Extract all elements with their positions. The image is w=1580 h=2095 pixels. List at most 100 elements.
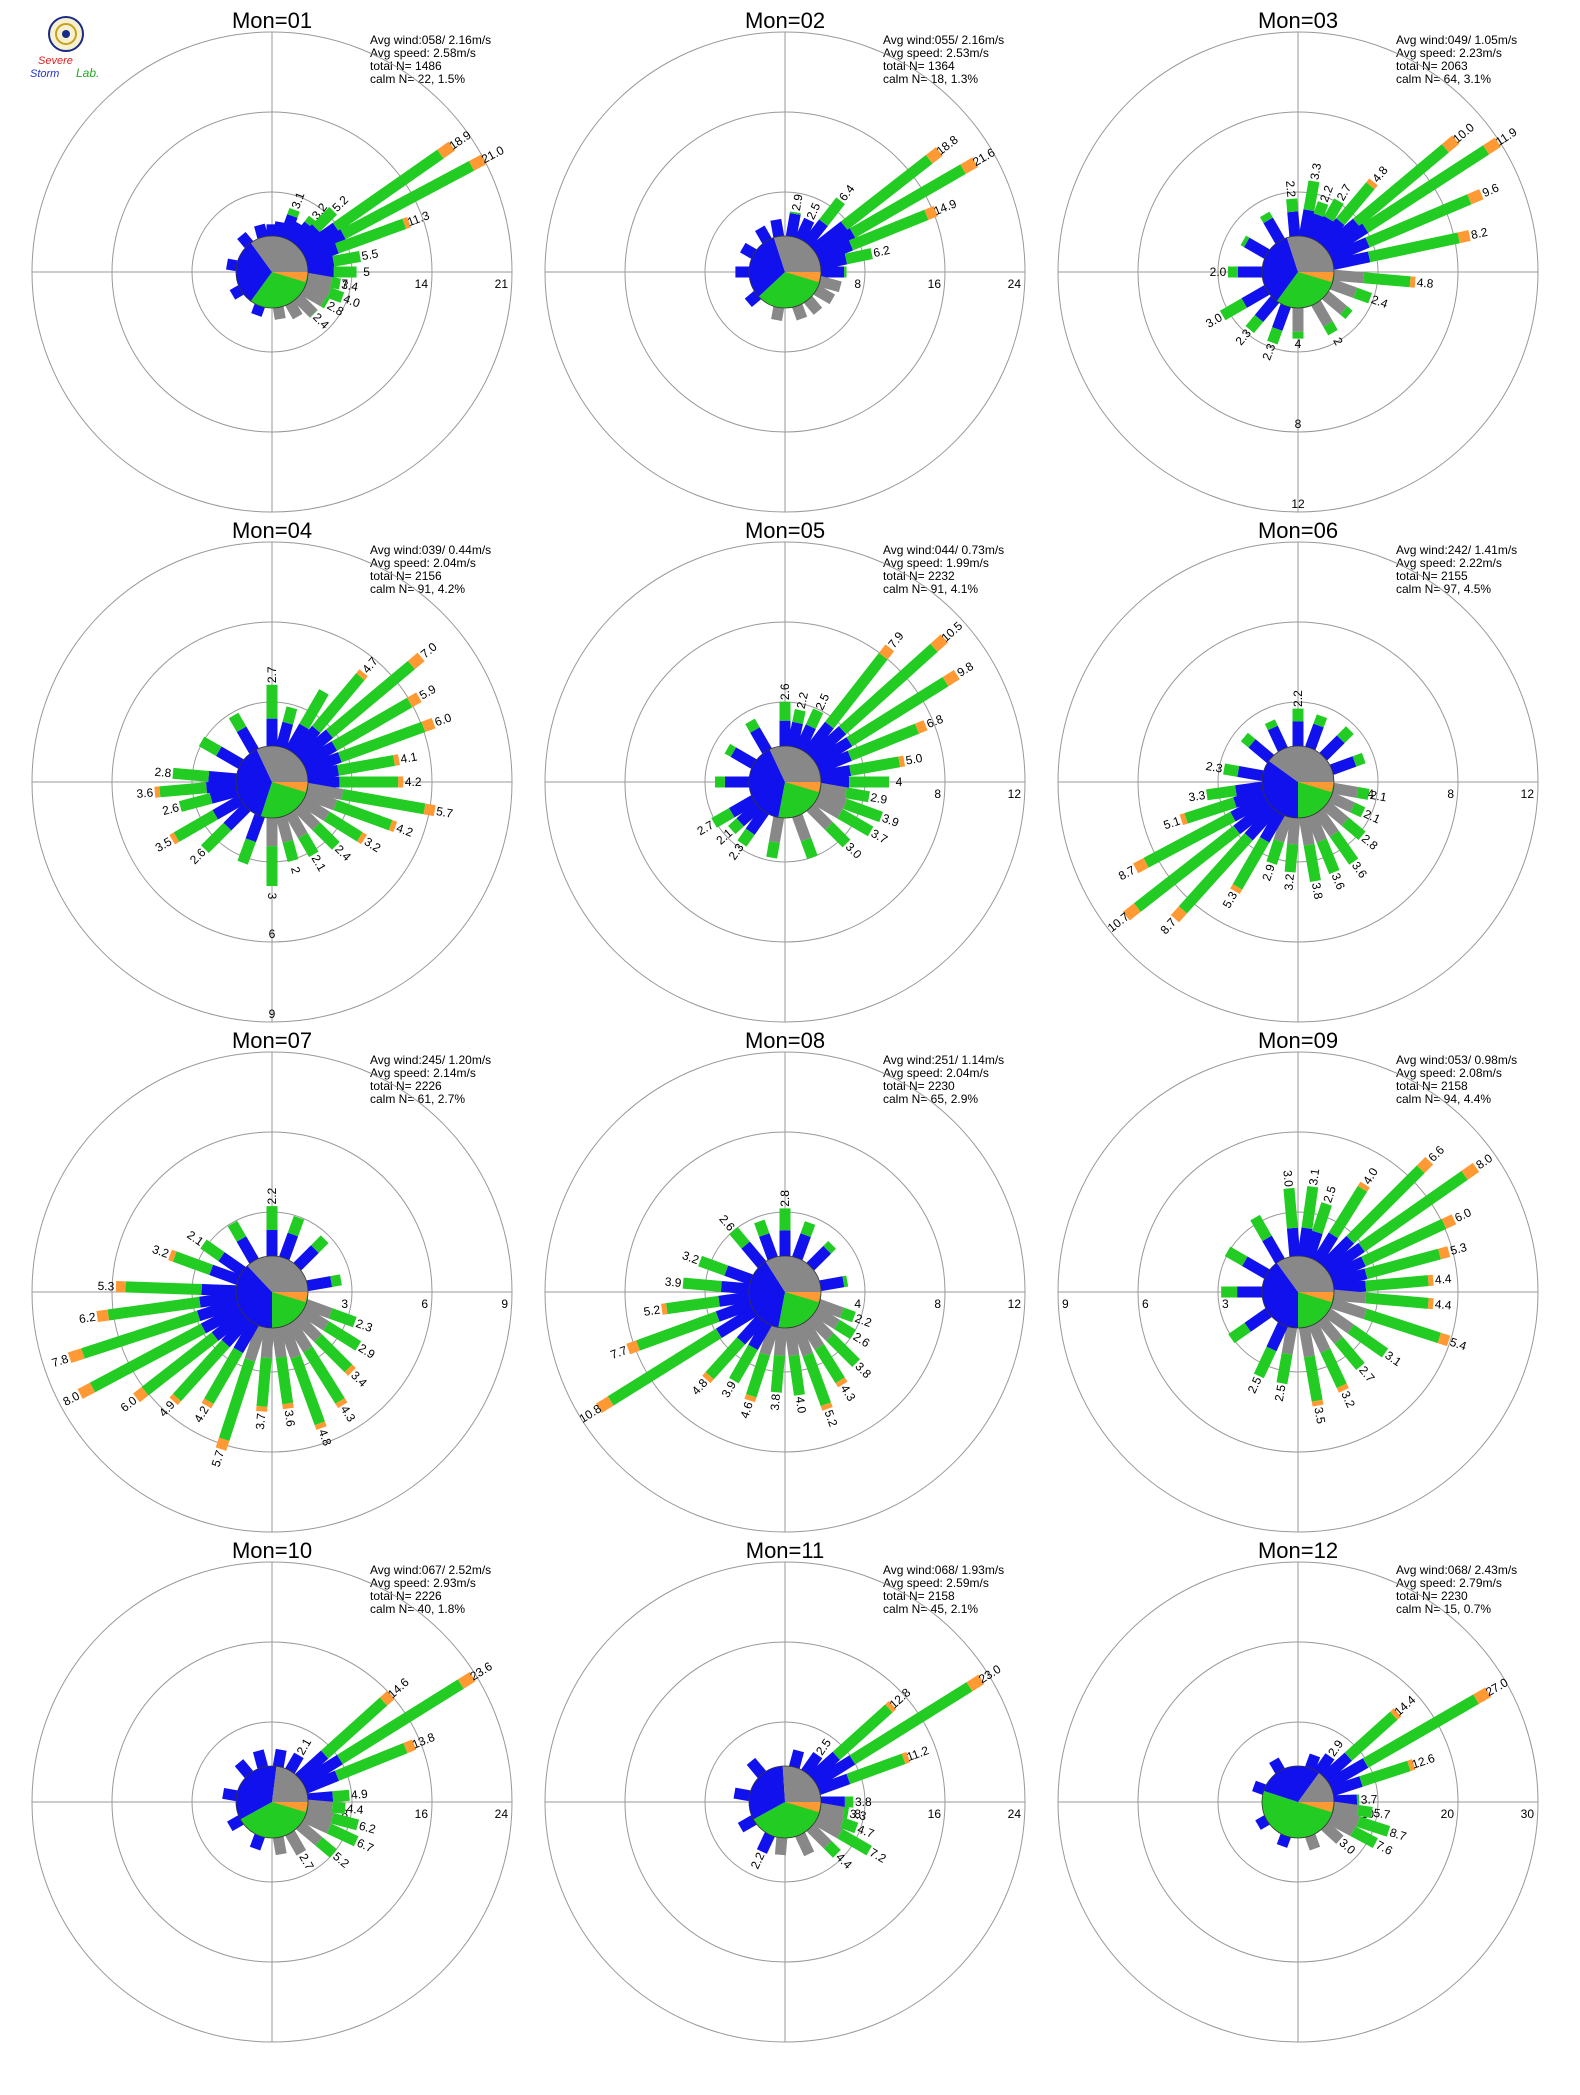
bar-label: 4.0: [342, 292, 363, 311]
wind-bar: [215, 1324, 267, 1451]
bar-segment: [784, 1326, 800, 1357]
bar-segment: [1313, 714, 1328, 728]
wind-bar: [808, 634, 949, 762]
bar-segment: [837, 1828, 872, 1856]
wind-bar: [222, 1787, 238, 1802]
bar-segment: [1303, 180, 1320, 212]
bar-segment: [823, 1241, 836, 1254]
bar-label: 2.2: [794, 690, 811, 710]
wind-bar: [1303, 1202, 1332, 1260]
wind-bar: [813, 1815, 872, 1856]
bar-segment: [1292, 721, 1304, 746]
bar-segment: [901, 1751, 911, 1765]
bar-segment: [379, 1690, 395, 1706]
bar-segment: [779, 1230, 791, 1256]
bar-segment: [736, 1315, 765, 1345]
wind-bar: [285, 1752, 304, 1774]
wind-bar: [737, 1815, 757, 1833]
bar-segment: [266, 684, 278, 719]
bar-segment: [769, 816, 785, 843]
chart-title: Mon=12: [1258, 1538, 1338, 1563]
bar-label: 2.5: [813, 691, 833, 712]
bar-segment: [1284, 843, 1299, 873]
wind-bar: [67, 1297, 240, 1363]
wind-bar: [285, 1830, 307, 1856]
bar-label: 6.7: [355, 1836, 376, 1856]
wind-bar: [792, 1221, 816, 1261]
wind-bar: [276, 706, 298, 749]
bar-segment: [398, 776, 404, 788]
bar-segment: [789, 211, 801, 215]
bar-label: 2.4: [1369, 292, 1390, 311]
bar-segment: [816, 750, 852, 774]
bar-segment: [279, 214, 298, 241]
bar-segment: [1329, 279, 1358, 298]
wind-bar: [1305, 201, 1329, 241]
bar-label: 2.7: [265, 666, 279, 683]
bar-segment: [468, 154, 487, 171]
bar-segment: [282, 839, 299, 862]
wind-bar: [1221, 1286, 1263, 1298]
tick-label: 24: [495, 1807, 509, 1821]
bar-segment: [1336, 726, 1354, 744]
calm-slice-orange: [1298, 272, 1334, 283]
bar-segment: [820, 1402, 833, 1411]
wind-bar: [1266, 814, 1293, 865]
wind-bar: [755, 225, 772, 244]
bar-segment: [1178, 833, 1253, 914]
wind-bar: [626, 1299, 754, 1355]
bar-segment: [330, 1274, 342, 1287]
wind-bar: [1292, 308, 1304, 339]
bar-segment: [303, 1346, 345, 1404]
bar-label: 5.7: [1373, 1806, 1392, 1822]
bar-segment: [729, 1344, 758, 1384]
stats-line: Avg wind:245/ 1.20m/s: [370, 1053, 491, 1067]
bar-segment: [1254, 296, 1280, 323]
wind-bar: [133, 1309, 248, 1403]
wind-bar: [806, 1823, 841, 1858]
wind-bar: [1319, 1156, 1434, 1271]
bar-segment: [715, 1306, 758, 1339]
bar-segment: [755, 225, 772, 244]
wind-bar: [1329, 279, 1373, 304]
bar-segment: [835, 1377, 848, 1388]
bar-segment: [1266, 839, 1285, 865]
bar-segment: [1323, 198, 1344, 222]
bar-segment: [800, 837, 818, 860]
bar-segment: [1332, 251, 1371, 270]
stats-line: Avg wind:058/ 2.16m/s: [370, 33, 491, 47]
calm-slice-orange: [272, 272, 308, 283]
calm-circle: [748, 235, 822, 309]
stats-line: Avg speed: 2.04m/s: [370, 556, 476, 570]
bar-label: 4.6: [737, 1400, 756, 1421]
bar-segment: [1281, 1326, 1298, 1355]
bar-segment: [275, 1356, 294, 1405]
bar-segment: [1363, 272, 1411, 288]
bar-segment: [819, 253, 848, 270]
tick-label: 20: [1441, 1807, 1455, 1821]
wind-bar: [813, 285, 836, 305]
wind-bar: [200, 1239, 246, 1276]
chart-title: Mon=03: [1258, 8, 1338, 33]
calm-slice: [247, 1256, 308, 1292]
bar-segment: [211, 1309, 248, 1341]
stats-line: total N= 2158: [883, 1589, 955, 1603]
wind-bar: [1322, 800, 1366, 840]
bar-segment: [1461, 1162, 1480, 1180]
wind-bar: [1264, 719, 1288, 752]
bar-label: 4.1: [399, 749, 418, 766]
calm-slice: [1298, 1772, 1334, 1802]
bar-segment: [1314, 808, 1339, 838]
wind-bar: [1206, 781, 1264, 801]
wind-bar: [801, 1751, 823, 1776]
bar-segment: [1352, 144, 1449, 228]
bar-segment: [226, 258, 238, 272]
bar-segment: [1332, 782, 1359, 798]
bar-segment: [266, 718, 278, 746]
bar-segment: [293, 293, 318, 318]
bar-segment: [338, 721, 426, 763]
wind-bar: [1253, 1322, 1288, 1379]
bar-segment: [792, 709, 806, 724]
